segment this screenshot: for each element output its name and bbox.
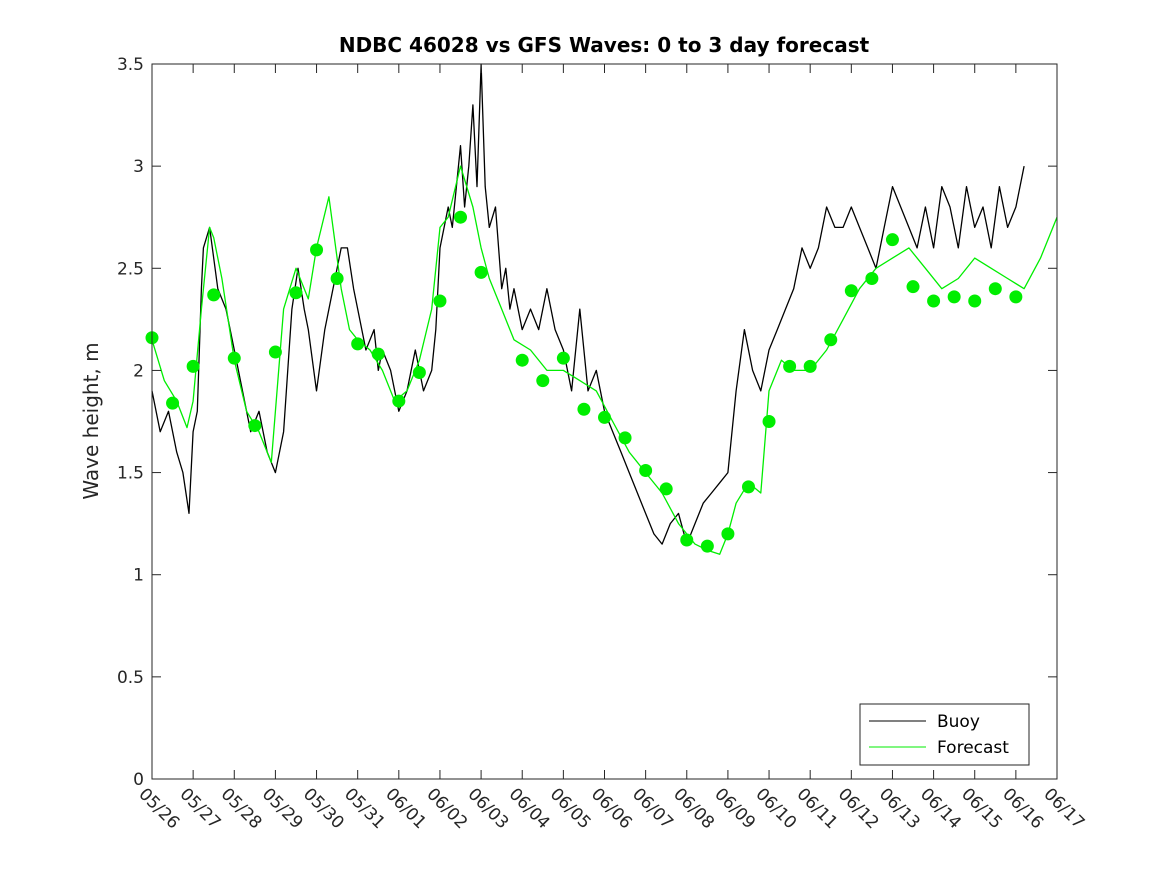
- forecast-series-line: [151, 165, 1058, 555]
- x-tick-label: 05/29: [258, 784, 307, 833]
- x-tick-label: 06/01: [381, 784, 430, 833]
- x-tick-label: 06/15: [957, 784, 1006, 833]
- x-tick-label: 06/07: [628, 784, 677, 833]
- y-tick-label: 0: [133, 770, 144, 790]
- x-tick-label: 05/30: [299, 784, 348, 833]
- x-tick-label: 05/26: [134, 784, 183, 833]
- x-tick-label: 05/27: [176, 784, 225, 833]
- buoy-series-line: [151, 63, 1025, 545]
- forecast-marker: [474, 265, 488, 279]
- legend: Buoy Forecast: [859, 703, 1030, 766]
- plot-frame: [151, 63, 1058, 780]
- forecast-marker: [803, 359, 817, 373]
- forecast-marker: [968, 294, 982, 308]
- forecast-marker: [762, 415, 776, 428]
- forecast-marker: [227, 351, 241, 365]
- forecast-marker: [721, 527, 735, 541]
- forecast-marker: [927, 294, 941, 308]
- x-tick-label: 06/03: [464, 784, 513, 833]
- forecast-marker: [515, 353, 529, 367]
- x-tick-label: 05/31: [340, 784, 389, 833]
- forecast-marker: [330, 272, 344, 285]
- y-tick-label: 0.5: [117, 668, 144, 688]
- x-tick-label: 06/12: [834, 784, 883, 833]
- legend-label-forecast: Forecast: [937, 738, 1009, 758]
- forecast-marker: [371, 347, 385, 361]
- y-axis-label: Wave height, m: [79, 342, 103, 499]
- x-tick-label: 06/05: [546, 784, 595, 833]
- forecast-marker: [865, 272, 879, 285]
- forecast-marker: [289, 286, 303, 300]
- x-tick-label: 06/02: [422, 784, 471, 833]
- forecast-marker: [412, 365, 426, 379]
- forecast-marker: [947, 290, 961, 304]
- forecast-marker: [454, 210, 468, 224]
- x-tick-label: 06/04: [505, 784, 554, 833]
- x-tick-label: 06/10: [752, 784, 801, 833]
- forecast-marker: [680, 533, 694, 547]
- forecast-marker: [700, 539, 714, 553]
- x-tick-label: 06/14: [916, 784, 965, 833]
- forecast-marker: [186, 359, 200, 373]
- x-tick-label: 05/28: [217, 784, 266, 833]
- y-tick-label: 1.5: [117, 464, 144, 484]
- x-tick-label: 06/13: [875, 784, 924, 833]
- forecast-marker: [310, 243, 324, 257]
- y-tick-label: 1: [133, 566, 144, 586]
- forecast-marker: [1009, 290, 1023, 304]
- x-tick-label: 06/06: [587, 784, 636, 833]
- forecast-marker: [556, 351, 570, 365]
- forecast-marker: [741, 480, 755, 494]
- forecast-marker: [207, 288, 221, 302]
- y-tick-label: 2.5: [117, 259, 144, 279]
- forecast-marker: [618, 431, 632, 445]
- forecast-marker: [988, 282, 1002, 296]
- x-tick-label: 06/16: [998, 784, 1047, 833]
- forecast-marker: [824, 333, 838, 347]
- forecast-marker: [577, 402, 591, 416]
- forecast-marker: [783, 359, 797, 373]
- x-tick-label: 06/11: [793, 784, 842, 833]
- forecast-marker: [659, 482, 673, 496]
- forecast-marker: [906, 280, 920, 294]
- legend-box: [859, 703, 1030, 766]
- y-tick-label: 2: [133, 361, 144, 381]
- forecast-marker: [598, 410, 611, 424]
- forecast-marker: [392, 394, 406, 408]
- forecast-marker: [885, 233, 899, 247]
- forecast-marker: [639, 464, 653, 478]
- x-tick-label: 06/17: [1039, 784, 1088, 833]
- forecast-marker: [248, 419, 262, 433]
- x-tick-label: 06/09: [710, 784, 759, 833]
- chart-title: NDBC 46028 vs GFS Waves: 0 to 3 day fore…: [339, 33, 870, 57]
- forecast-marker: [433, 294, 447, 308]
- forecast-marker: [166, 396, 180, 410]
- forecast-marker: [268, 345, 282, 359]
- legend-label-buoy: Buoy: [937, 712, 980, 732]
- x-tick-label: 06/08: [669, 784, 718, 833]
- y-tick-label: 3.5: [117, 55, 144, 75]
- forecast-marker: [351, 337, 365, 351]
- forecast-marker: [536, 374, 550, 388]
- forecast-marker: [844, 284, 858, 298]
- y-tick-label: 3: [133, 157, 144, 177]
